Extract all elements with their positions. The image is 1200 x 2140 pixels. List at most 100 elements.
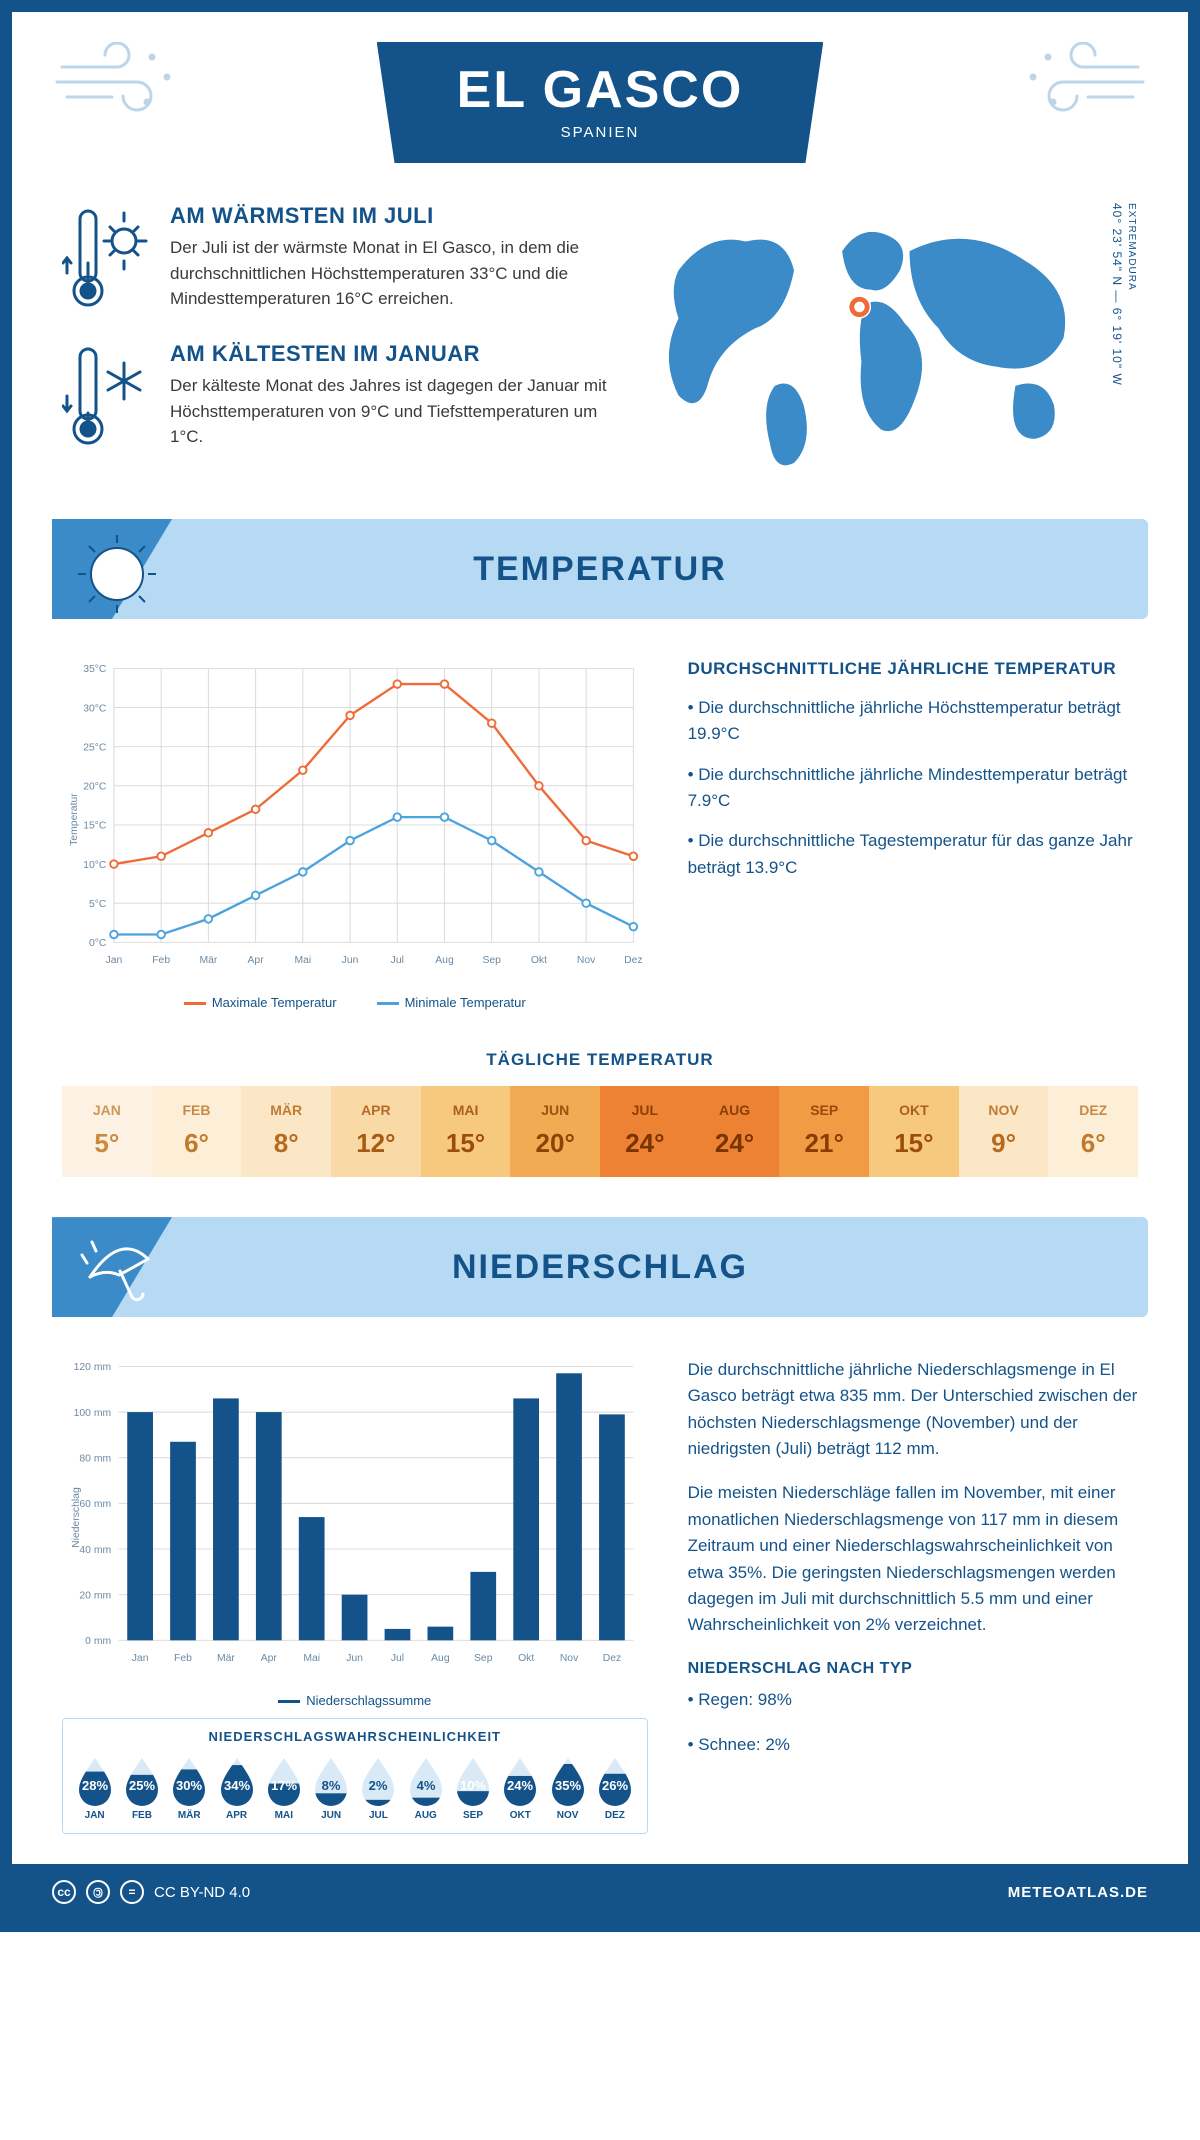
precip-p1: Die durchschnittliche jährliche Niedersc… bbox=[688, 1357, 1138, 1462]
intro-map: EXTREMADURA 40° 23' 54" N — 6° 19' 10" W bbox=[640, 203, 1138, 479]
svg-text:10%: 10% bbox=[460, 1778, 486, 1793]
umbrella-icon bbox=[72, 1227, 162, 1317]
precipitation-banner: NIEDERSCHLAG bbox=[52, 1217, 1148, 1317]
daily-temp-strip: JAN5°FEB6°MÄR8°APR12°MAI15°JUN20°JUL24°A… bbox=[62, 1086, 1138, 1177]
daily-temp-heading: TÄGLICHE TEMPERATUR bbox=[12, 1050, 1188, 1070]
svg-text:Apr: Apr bbox=[261, 1653, 278, 1664]
precip-legend: Niederschlagssumme bbox=[62, 1693, 648, 1708]
temperature-text: DURCHSCHNITTLICHE JÄHRLICHE TEMPERATUR D… bbox=[688, 659, 1138, 1010]
svg-text:Feb: Feb bbox=[152, 955, 170, 966]
footer: cc 🄯 = CC BY-ND 4.0 METEOATLAS.DE bbox=[12, 1864, 1188, 1920]
svg-text:0 mm: 0 mm bbox=[85, 1636, 111, 1647]
svg-text:Mai: Mai bbox=[303, 1653, 320, 1664]
probability-drop: 25% FEB bbox=[118, 1754, 165, 1821]
by-icon: 🄯 bbox=[86, 1880, 110, 1904]
footer-site: METEOATLAS.DE bbox=[1008, 1884, 1148, 1901]
header: EL GASCO SPANIEN bbox=[12, 12, 1188, 183]
daily-temp-cell: AUG24° bbox=[690, 1086, 780, 1177]
probability-drop: 35% NOV bbox=[544, 1754, 591, 1821]
fact-cold-title: AM KÄLTESTEN IM JANUAR bbox=[170, 341, 610, 367]
svg-text:2%: 2% bbox=[369, 1778, 388, 1793]
thermometer-sun-icon bbox=[62, 203, 152, 313]
daily-temp-cell: NOV9° bbox=[959, 1086, 1049, 1177]
legend-bar: Niederschlagssumme bbox=[278, 1693, 431, 1708]
svg-text:20°C: 20°C bbox=[83, 782, 107, 793]
fact-warmest: AM WÄRMSTEN IM JULI Der Juli ist der wär… bbox=[62, 203, 610, 313]
daily-temp-cell: MÄR8° bbox=[241, 1086, 331, 1177]
svg-text:Jun: Jun bbox=[342, 955, 359, 966]
precip-type-line: Schnee: 2% bbox=[688, 1732, 1138, 1758]
precipitation-text: Die durchschnittliche jährliche Niedersc… bbox=[688, 1357, 1138, 1776]
svg-text:Dez: Dez bbox=[603, 1653, 621, 1664]
fact-warm-title: AM WÄRMSTEN IM JULI bbox=[170, 203, 610, 229]
daily-temp-cell: FEB6° bbox=[152, 1086, 242, 1177]
temp-legend: Maximale Temperatur Minimale Temperatur bbox=[62, 995, 648, 1010]
probability-heading: NIEDERSCHLAGSWAHRSCHEINLICHKEIT bbox=[71, 1729, 639, 1744]
thermometer-snow-icon bbox=[62, 341, 152, 451]
svg-text:Mär: Mär bbox=[199, 955, 217, 966]
svg-text:Mär: Mär bbox=[217, 1653, 235, 1664]
temperature-banner: TEMPERATUR bbox=[52, 519, 1148, 619]
svg-text:Jan: Jan bbox=[106, 955, 123, 966]
coord-text: 40° 23' 54" N — 6° 19' 10" W bbox=[1110, 203, 1124, 386]
svg-text:Feb: Feb bbox=[174, 1653, 192, 1664]
svg-text:Jun: Jun bbox=[346, 1653, 363, 1664]
nd-icon: = bbox=[120, 1880, 144, 1904]
fact-cold-body: Der kälteste Monat des Jahres ist dagege… bbox=[170, 373, 610, 450]
probability-drop: 4% AUG bbox=[402, 1754, 449, 1821]
svg-text:Aug: Aug bbox=[435, 955, 454, 966]
svg-text:Apr: Apr bbox=[248, 955, 265, 966]
svg-text:120 mm: 120 mm bbox=[74, 1362, 111, 1373]
intro-row: AM WÄRMSTEN IM JULI Der Juli ist der wär… bbox=[12, 183, 1188, 509]
daily-temp-cell: JAN5° bbox=[62, 1086, 152, 1177]
region-label: EXTREMADURA bbox=[1126, 203, 1137, 291]
daily-temp-cell: OKT15° bbox=[869, 1086, 959, 1177]
intro-facts: AM WÄRMSTEN IM JULI Der Juli ist der wär… bbox=[62, 203, 610, 479]
precipitation-left: 0 mm20 mm40 mm60 mm80 mm100 mm120 mmJanF… bbox=[62, 1357, 648, 1834]
daily-temp-cell: APR12° bbox=[331, 1086, 421, 1177]
svg-text:60 mm: 60 mm bbox=[79, 1499, 111, 1510]
line-chart-svg: 0°C5°C10°C15°C20°C25°C30°C35°CJanFebMärA… bbox=[62, 659, 648, 980]
location-title: EL GASCO bbox=[457, 60, 744, 120]
temp-bullet: Die durchschnittliche jährliche Höchstte… bbox=[688, 695, 1138, 748]
svg-text:Aug: Aug bbox=[431, 1653, 450, 1664]
svg-text:0°C: 0°C bbox=[89, 938, 107, 949]
svg-text:30°C: 30°C bbox=[83, 703, 107, 714]
probability-drop: 28% JAN bbox=[71, 1754, 118, 1821]
svg-text:Mai: Mai bbox=[294, 955, 311, 966]
probability-drop: 10% SEP bbox=[449, 1754, 496, 1821]
temp-bullet: Die durchschnittliche jährliche Mindestt… bbox=[688, 762, 1138, 815]
temperature-body: 0°C5°C10°C15°C20°C25°C30°C35°CJanFebMärA… bbox=[12, 619, 1188, 1030]
precip-type-heading: NIEDERSCHLAG NACH TYP bbox=[688, 1657, 1138, 1682]
temperature-heading: TEMPERATUR bbox=[473, 550, 727, 589]
world-map-icon bbox=[640, 203, 1102, 473]
location-country: SPANIEN bbox=[457, 124, 744, 141]
daily-temp-cell: JUN20° bbox=[510, 1086, 600, 1177]
fact-warm-body: Der Juli ist der wärmste Monat in El Gas… bbox=[170, 235, 610, 312]
coordinates: EXTREMADURA 40° 23' 54" N — 6° 19' 10" W bbox=[1102, 203, 1138, 386]
svg-text:100 mm: 100 mm bbox=[74, 1408, 111, 1419]
bar-chart-svg: 0 mm20 mm40 mm60 mm80 mm100 mm120 mmJanF… bbox=[62, 1357, 648, 1678]
svg-text:40 mm: 40 mm bbox=[79, 1545, 111, 1556]
probability-drop: 34% APR bbox=[213, 1754, 260, 1821]
svg-text:8%: 8% bbox=[322, 1778, 341, 1793]
probability-drop: 17% MAI bbox=[260, 1754, 307, 1821]
daily-temp-cell: JUL24° bbox=[600, 1086, 690, 1177]
temp-bullet: Die durchschnittliche Tagestemperatur fü… bbox=[688, 828, 1138, 881]
svg-text:Sep: Sep bbox=[482, 955, 501, 966]
svg-text:5°C: 5°C bbox=[89, 899, 107, 910]
license-text: CC BY-ND 4.0 bbox=[154, 1884, 250, 1901]
precipitation-body: 0 mm20 mm40 mm60 mm80 mm100 mm120 mmJanF… bbox=[12, 1317, 1188, 1864]
probability-drop: 26% DEZ bbox=[591, 1754, 638, 1821]
svg-text:17%: 17% bbox=[271, 1778, 297, 1793]
legend-min: Minimale Temperatur bbox=[377, 995, 526, 1010]
svg-text:4%: 4% bbox=[416, 1778, 435, 1793]
svg-text:Nov: Nov bbox=[577, 955, 596, 966]
svg-text:15°C: 15°C bbox=[83, 821, 107, 832]
infographic-page: EL GASCO SPANIEN AM WÄRMSTEN IM JULI Der… bbox=[0, 0, 1200, 1932]
svg-text:Okt: Okt bbox=[518, 1653, 534, 1664]
wind-icon bbox=[52, 42, 182, 122]
svg-text:28%: 28% bbox=[82, 1778, 108, 1793]
wind-icon bbox=[1018, 42, 1148, 122]
svg-text:Nov: Nov bbox=[560, 1653, 579, 1664]
